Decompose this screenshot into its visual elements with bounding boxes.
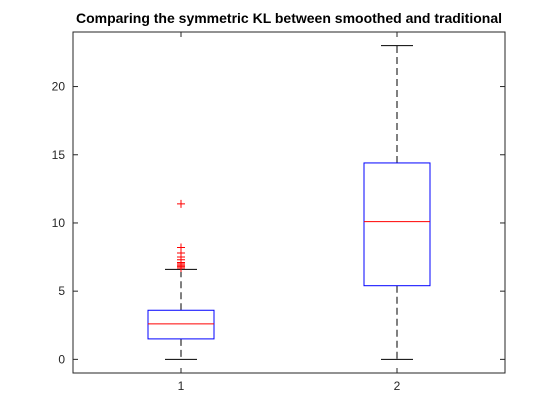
chart-title: Comparing the symmetric KL between smoot… bbox=[76, 10, 502, 26]
y-tick-label: 15 bbox=[52, 148, 66, 162]
y-tick-label: 10 bbox=[52, 216, 66, 230]
y-tick-label: 5 bbox=[58, 284, 65, 298]
y-tick-label: 0 bbox=[58, 352, 65, 366]
plot-area: 0 5 10 15 20 1 2 bbox=[52, 31, 506, 393]
outlier-marker bbox=[177, 199, 185, 208]
outlier-marker bbox=[177, 243, 185, 252]
iqr-box bbox=[363, 162, 431, 287]
iqr-box bbox=[147, 309, 215, 340]
y-tick-label: 20 bbox=[52, 80, 66, 94]
x-tick-label: 1 bbox=[178, 379, 185, 393]
x-tick-label: 2 bbox=[394, 379, 401, 393]
axes-box bbox=[72, 31, 506, 374]
